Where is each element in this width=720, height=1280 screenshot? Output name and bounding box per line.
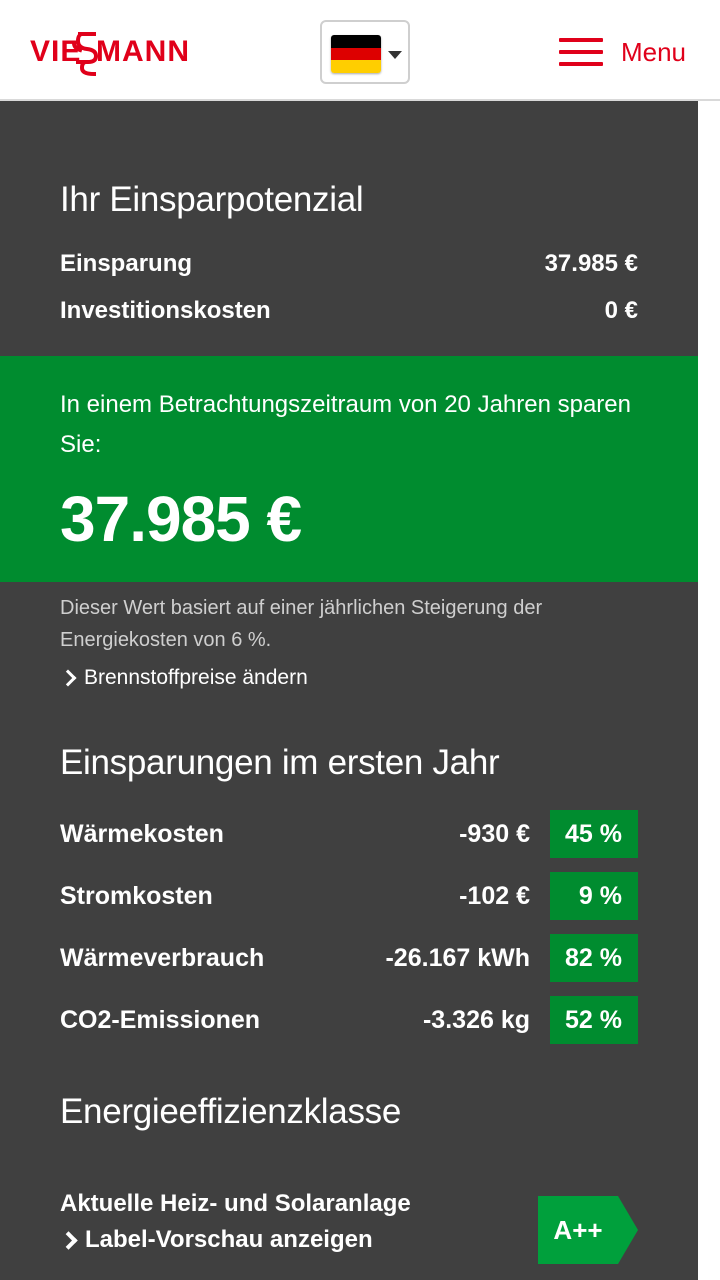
investment-row: Investitionskosten 0 € <box>60 295 638 327</box>
investment-label: Investitionskosten <box>60 297 271 324</box>
svg-text:MANN: MANN <box>96 35 190 68</box>
first-year-row: CO2-Emissionen -3.326 kg 52 % <box>60 996 638 1044</box>
percent-badge: 82 % <box>550 934 638 982</box>
efficiency-class-arrow <box>538 1196 638 1264</box>
language-selector[interactable] <box>320 20 410 84</box>
row-label: Stromkosten <box>60 882 213 910</box>
savings-row: Einsparung 37.985 € <box>60 248 638 280</box>
investment-value: 0 € <box>604 297 638 324</box>
first-year-heading: Einsparungen im ersten Jahr <box>60 743 500 782</box>
percent-badge: 52 % <box>550 996 638 1044</box>
percent-badge: 9 % <box>550 872 638 920</box>
first-year-row: Wärmekosten -930 € 45 % <box>60 810 638 858</box>
german-flag-icon <box>331 35 381 73</box>
menu-button[interactable]: Menu <box>558 30 686 74</box>
current-system-label: Aktuelle Heiz- und Solaranlage <box>60 1190 411 1217</box>
assumption-note: Dieser Wert basiert auf einer jährlichen… <box>60 597 543 651</box>
results-panel <box>0 101 698 1280</box>
chevron-right-icon <box>59 1230 78 1250</box>
row-label: Wärmekosten <box>60 820 224 848</box>
row-value: -102 € <box>459 882 530 910</box>
change-fuel-prices-label: Brennstoffpreise ändern <box>84 666 308 689</box>
efficiency-class-value: A++ <box>553 1215 603 1245</box>
savings-potential-heading: Ihr Einsparpotenzial <box>60 180 364 219</box>
scrollbar-track[interactable] <box>698 101 720 1280</box>
chevron-right-icon <box>59 669 77 687</box>
hamburger-icon <box>558 38 603 66</box>
total-savings-amount: 37.985 € <box>60 483 302 555</box>
row-label: CO2-Emissionen <box>60 1006 261 1034</box>
efficiency-heading: Energieeffizienzklasse <box>60 1092 402 1131</box>
row-value: -26.167 kWh <box>385 944 530 972</box>
first-year-row: Stromkosten -102 € 9 % <box>60 872 638 920</box>
viessmann-logo[interactable]: VIE MANN <box>30 30 232 77</box>
row-value: -3.326 kg <box>422 1006 530 1034</box>
chevron-down-icon <box>388 51 402 59</box>
menu-label: Menu <box>620 36 686 67</box>
savings-value: 37.985 € <box>544 250 638 277</box>
first-year-row: Wärmeverbrauch -26.167 kWh 82 % <box>60 934 638 982</box>
top-bar: VIE MANN Menu <box>0 0 720 101</box>
percent-badge: 45 % <box>550 810 638 858</box>
total-savings-box <box>0 356 698 582</box>
svg-text:VIE: VIE <box>30 35 81 68</box>
row-label: Wärmeverbrauch <box>60 944 265 972</box>
label-preview-link[interactable]: Label-Vorschau anzeigen <box>59 1226 373 1254</box>
change-fuel-prices-link[interactable]: Brennstoffpreise ändern <box>59 666 308 690</box>
period-text: In einem Betrachtungszeitraum von 20 Jah… <box>60 391 631 458</box>
label-preview-label: Label-Vorschau anzeigen <box>85 1226 373 1253</box>
savings-label: Einsparung <box>60 250 193 277</box>
row-value: -930 € <box>459 820 530 848</box>
